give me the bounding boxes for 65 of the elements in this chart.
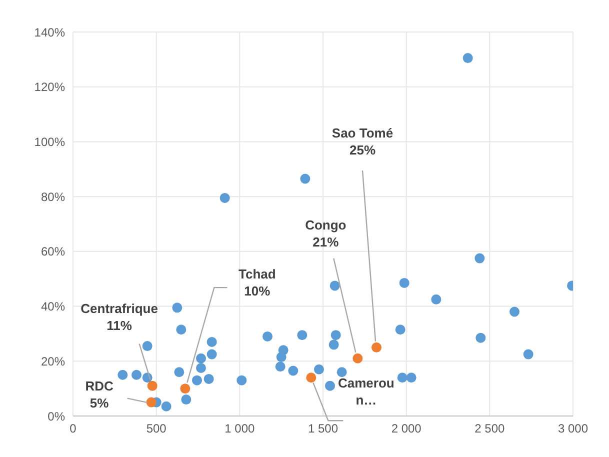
point: [330, 330, 341, 340]
point: [147, 380, 158, 391]
point: [352, 353, 363, 364]
point: [300, 174, 310, 184]
x-tick-label: 1 500: [308, 422, 338, 436]
annotation: Centrafrique 11%: [80, 300, 158, 333]
point: [196, 363, 206, 373]
point: [328, 340, 339, 350]
point: [314, 364, 324, 374]
point: [118, 370, 128, 380]
point: [476, 332, 486, 343]
point: [181, 394, 192, 405]
point: [174, 367, 184, 378]
point: [288, 366, 298, 376]
point: [176, 324, 186, 335]
point: [142, 341, 152, 352]
point: [146, 397, 156, 408]
x-tick-label: 2 000: [391, 422, 422, 436]
annotation: Congo 21%: [305, 217, 346, 250]
x-tick-label: 1 000: [224, 422, 256, 436]
point: [523, 349, 534, 360]
point: [206, 349, 217, 360]
y-tick-label: 120%: [34, 80, 66, 94]
point: [161, 401, 172, 412]
point: [204, 374, 214, 384]
annotation: Tchad 10%: [238, 266, 276, 299]
x-tick-label: 500: [146, 422, 167, 436]
point: [262, 331, 272, 342]
point: [180, 384, 190, 394]
point: [306, 372, 316, 383]
y-tick-label: 20%: [40, 354, 66, 368]
point: [330, 280, 340, 291]
point: [206, 336, 217, 347]
y-tick-label: 100%: [34, 134, 66, 149]
point: [431, 294, 442, 304]
point: [325, 380, 335, 391]
annotation: RDC 5%: [85, 378, 114, 410]
point: [192, 375, 202, 386]
y-tick-label: 60%: [40, 244, 66, 259]
point: [276, 352, 286, 362]
annotation: Sao Tomé 25%: [332, 125, 394, 158]
x-tick-label: 3 000: [558, 422, 588, 436]
y-tick-label: 80%: [40, 190, 66, 204]
point: [510, 306, 520, 317]
point: [372, 342, 382, 352]
y-tick-label: 0%: [48, 409, 66, 424]
y-tick-label: 140%: [34, 25, 66, 40]
point: [196, 353, 206, 364]
point: [236, 375, 247, 386]
point: [336, 367, 347, 378]
point: [297, 330, 308, 340]
point: [406, 372, 416, 383]
x-tick-label: 2 500: [474, 422, 506, 436]
point: [474, 253, 485, 264]
point: [275, 362, 286, 372]
annotation: Camerou n…: [338, 376, 394, 408]
point: [395, 324, 406, 335]
point: [462, 53, 473, 64]
point: [172, 302, 182, 313]
point: [397, 372, 408, 383]
y-tick-label: 40%: [40, 300, 66, 314]
point: [132, 370, 142, 380]
point: [399, 278, 410, 288]
x-tick-label: 0: [70, 422, 77, 436]
point: [220, 192, 230, 203]
